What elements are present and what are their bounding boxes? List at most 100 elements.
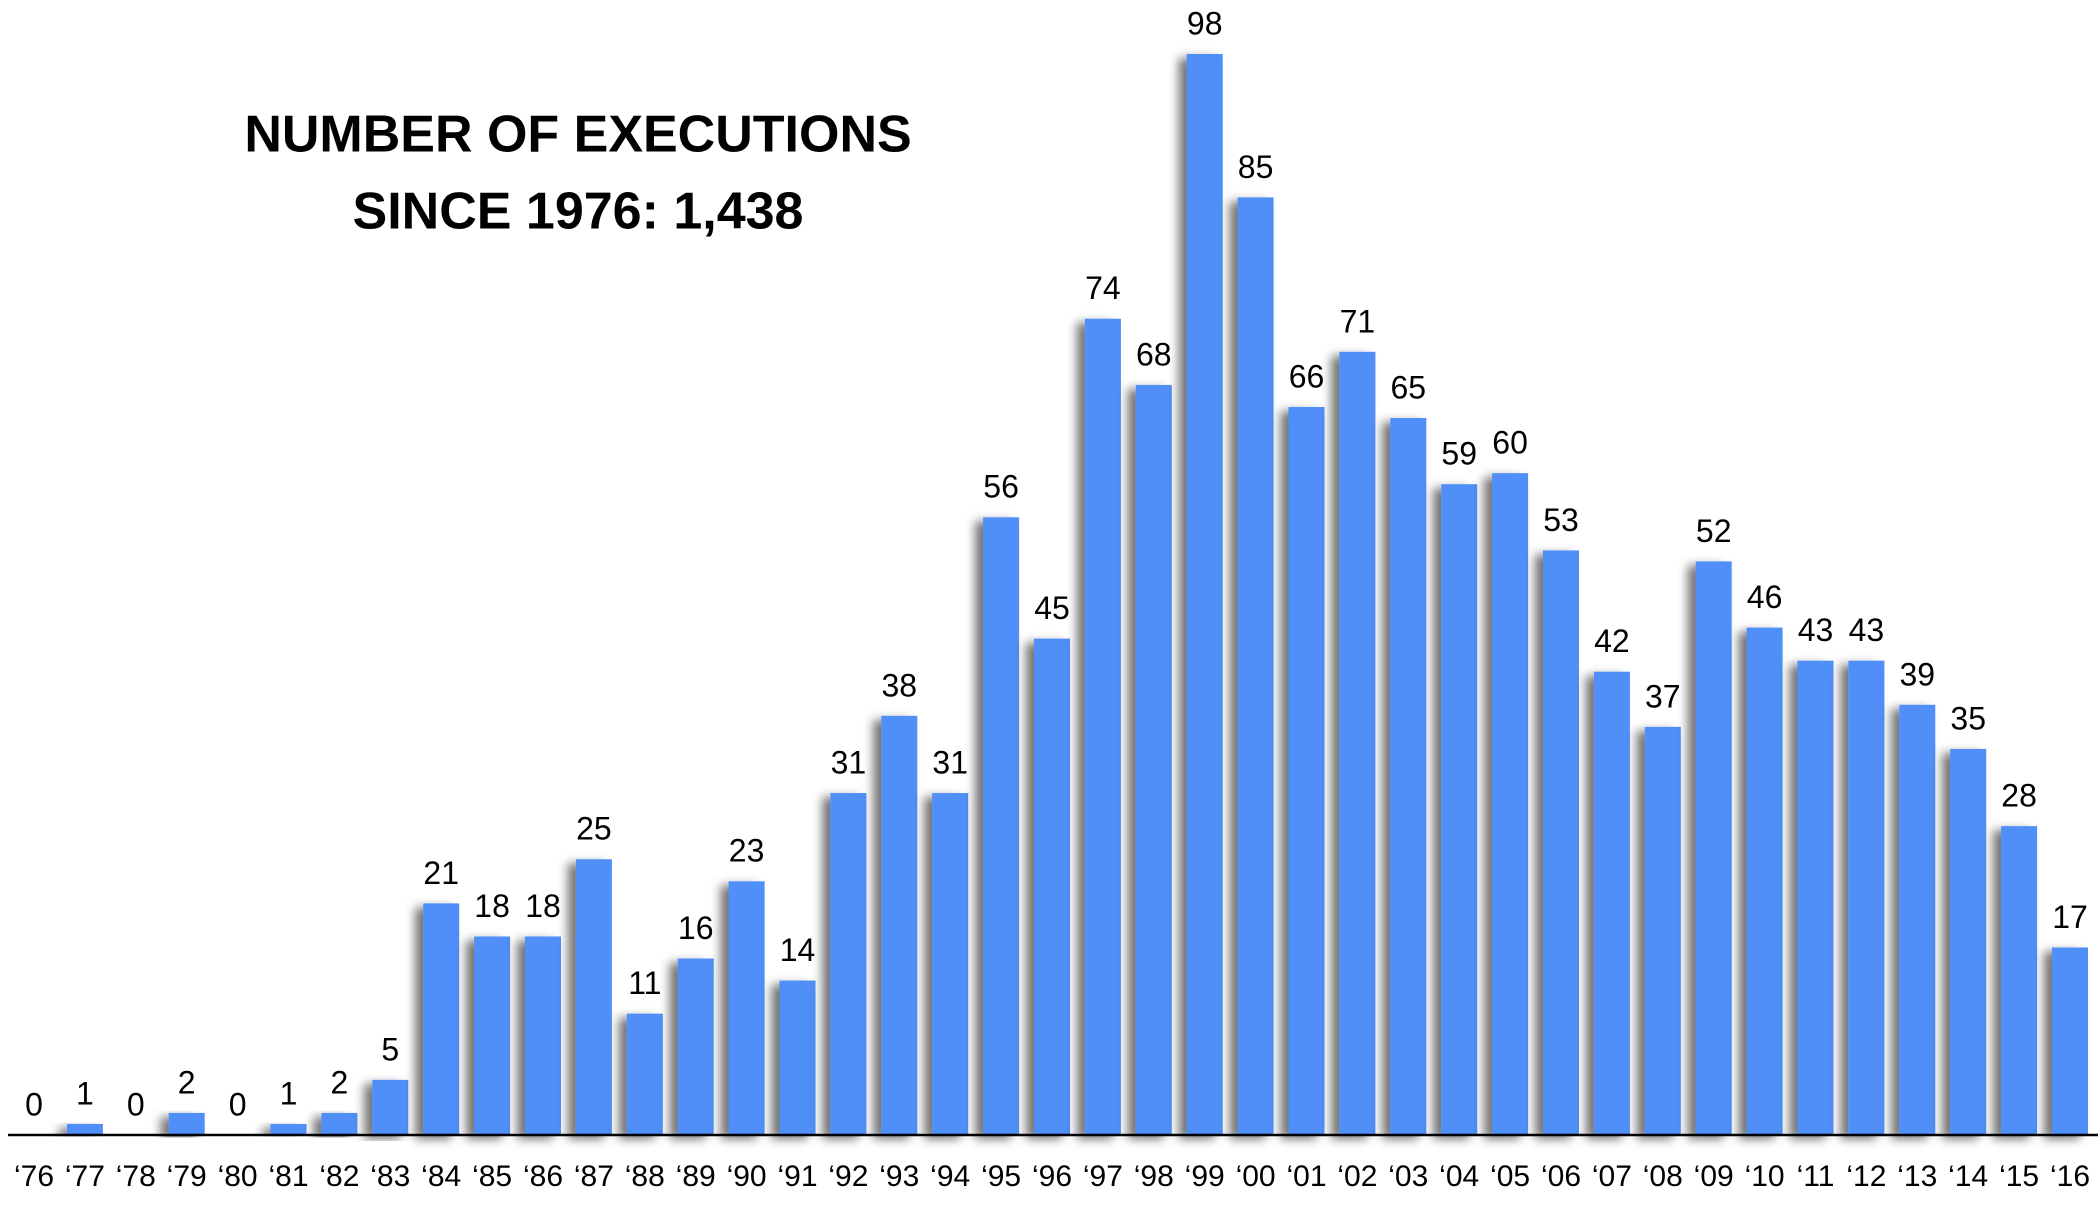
x-tick-label: ‘09	[1694, 1160, 1734, 1193]
bar	[270, 1123, 307, 1135]
bar	[1492, 473, 1529, 1135]
bar	[423, 903, 460, 1135]
bar	[2001, 826, 2038, 1135]
value-label: 0	[25, 1086, 43, 1122]
bar	[1441, 484, 1478, 1136]
x-tick-label: ‘79	[167, 1160, 207, 1193]
bar	[525, 936, 561, 1135]
x-tick-label: ‘95	[981, 1160, 1021, 1193]
bar	[168, 1112, 205, 1135]
x-tick-label: ‘12	[1846, 1160, 1886, 1193]
x-tick-label: ‘00	[1236, 1160, 1276, 1193]
value-label: 18	[525, 888, 561, 924]
value-label: 71	[1340, 303, 1376, 339]
x-tick-label: ‘01	[1286, 1160, 1326, 1193]
bar	[1950, 748, 1987, 1135]
bar	[932, 793, 969, 1135]
value-label: 2	[331, 1064, 349, 1100]
x-tick-label: ‘05	[1490, 1160, 1530, 1193]
bars	[66, 54, 2088, 1136]
x-tick-label: ‘96	[1032, 1160, 1072, 1193]
value-label: 35	[1950, 700, 1986, 736]
x-tick-label: ‘16	[2050, 1160, 2090, 1193]
bar	[1339, 351, 1376, 1135]
x-tick-label: ‘97	[1083, 1160, 1123, 1193]
x-tick-label: ‘08	[1643, 1160, 1683, 1193]
value-label: 98	[1187, 5, 1223, 41]
value-label: 18	[474, 888, 510, 924]
value-label: 68	[1136, 336, 1172, 372]
x-tick-label: ‘80	[218, 1160, 258, 1193]
value-label: 17	[2052, 899, 2088, 935]
x-tick-label: ‘99	[1185, 1160, 1225, 1193]
x-tick-label: ‘93	[879, 1160, 919, 1193]
x-tick-label: ‘14	[1948, 1160, 1988, 1193]
x-tick-label: ‘92	[828, 1160, 868, 1193]
x-tick-label: ‘07	[1592, 1160, 1632, 1193]
bar	[779, 980, 816, 1135]
x-tick-label: ‘13	[1897, 1160, 1937, 1193]
x-tick-label: ‘82	[319, 1160, 359, 1193]
bar	[881, 715, 918, 1135]
bar	[1746, 627, 1783, 1135]
value-label: 25	[576, 811, 612, 847]
bar	[1034, 638, 1070, 1135]
x-tick-label: ‘90	[727, 1160, 767, 1193]
bar	[1797, 660, 1834, 1135]
value-label: 0	[127, 1086, 145, 1122]
x-tick-label: ‘98	[1134, 1160, 1174, 1193]
value-label: 2	[178, 1064, 196, 1100]
value-label: 45	[1034, 590, 1070, 626]
x-tick-label: ‘81	[268, 1160, 308, 1193]
bar	[2052, 947, 2088, 1135]
x-tick-label: ‘89	[676, 1160, 716, 1193]
chart-title: SINCE 1976: 1,438	[353, 183, 804, 241]
value-label: 60	[1492, 425, 1528, 461]
x-tick-label: ‘06	[1541, 1160, 1581, 1193]
value-label: 31	[831, 745, 867, 781]
x-tick-label: ‘76	[14, 1160, 54, 1193]
x-tick-label: ‘94	[930, 1160, 970, 1193]
value-label: 21	[423, 855, 459, 891]
bar	[1644, 726, 1681, 1135]
chart-title: NUMBER OF EXECUTIONS	[244, 106, 911, 164]
value-label: 46	[1747, 579, 1783, 615]
bar	[575, 859, 612, 1135]
bar	[1695, 561, 1732, 1135]
bar	[474, 936, 511, 1135]
bar	[1899, 704, 1936, 1135]
x-tick-label: ‘15	[1999, 1160, 2039, 1193]
bar	[1237, 197, 1274, 1136]
bar	[728, 881, 765, 1135]
value-label: 53	[1543, 502, 1579, 538]
bar	[372, 1079, 409, 1135]
bar	[626, 1013, 663, 1135]
x-tick-label: ‘83	[370, 1160, 410, 1193]
x-tick-label: ‘10	[1745, 1160, 1785, 1193]
x-tick-label: ‘04	[1439, 1160, 1479, 1193]
value-label: 37	[1645, 678, 1681, 714]
value-label: 31	[932, 745, 968, 781]
value-label: 5	[381, 1031, 399, 1067]
bar	[321, 1112, 358, 1135]
value-label: 74	[1085, 270, 1121, 306]
bar	[983, 517, 1020, 1135]
value-label: 11	[628, 965, 661, 1001]
x-tick-label: ‘03	[1388, 1160, 1428, 1193]
value-label: 59	[1441, 436, 1477, 472]
x-tick-label: ‘11	[1797, 1160, 1835, 1193]
value-label: 14	[780, 932, 816, 968]
value-label: 28	[2001, 778, 2037, 814]
value-label: 23	[729, 833, 765, 869]
bar	[1186, 54, 1223, 1135]
bar	[677, 958, 714, 1135]
value-label: 39	[1900, 656, 1936, 692]
value-label: 66	[1289, 358, 1325, 394]
value-label: 42	[1594, 623, 1630, 659]
value-label: 16	[678, 910, 714, 946]
bar	[66, 1123, 103, 1135]
value-label: 43	[1849, 612, 1885, 648]
value-label: 38	[882, 667, 918, 703]
bar	[1135, 384, 1172, 1136]
